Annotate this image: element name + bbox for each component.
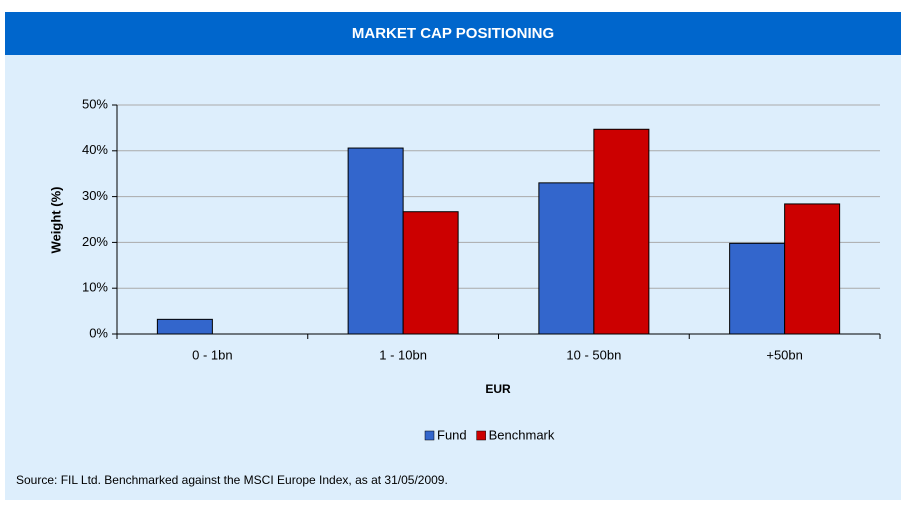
bar — [784, 203, 841, 335]
bar — [538, 182, 595, 335]
x-tick-label: 1 - 10bn — [379, 347, 427, 362]
x-tick-label: 10 - 50bn — [566, 347, 621, 362]
bar — [347, 147, 404, 335]
y-axis-label: Weight (%) — [48, 187, 63, 254]
chart-title: MARKET CAP POSITIONING — [352, 25, 554, 42]
y-tick-label: 40% — [82, 142, 108, 157]
bar — [729, 242, 786, 335]
source-note: Source: FIL Ltd. Benchmarked against the… — [16, 473, 448, 487]
y-tick-label: 20% — [82, 234, 108, 249]
legend-label: Benchmark — [489, 427, 555, 442]
y-tick-label: 50% — [82, 96, 108, 111]
bar — [593, 128, 650, 335]
y-tick-label: 10% — [82, 280, 108, 295]
x-tick-label: 0 - 1bn — [192, 347, 232, 362]
x-axis-label: EUR — [485, 382, 511, 396]
header — [5, 12, 901, 55]
bar — [156, 318, 213, 335]
y-tick-label: 30% — [82, 188, 108, 203]
legend-label: Fund — [437, 427, 467, 442]
bar — [402, 211, 459, 335]
x-tick-label: +50bn — [766, 347, 803, 362]
legend-swatch — [424, 430, 435, 441]
y-tick-label: 0% — [89, 325, 108, 340]
legend-swatch — [476, 430, 486, 441]
